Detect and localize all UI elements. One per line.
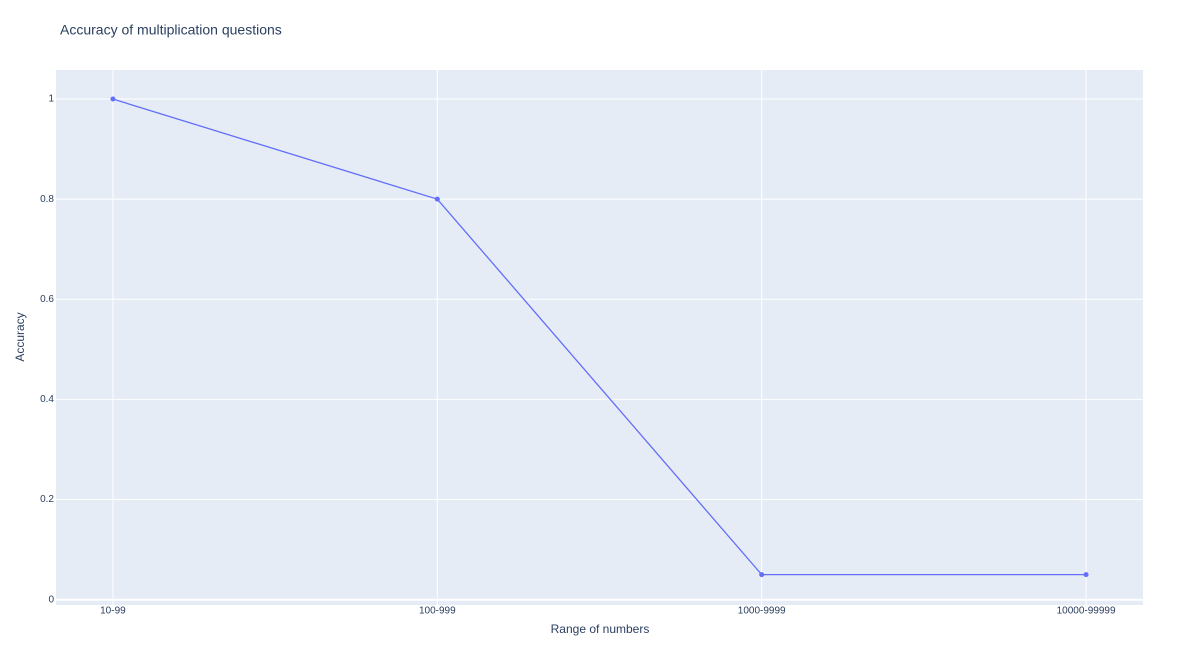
line <box>112 98 1087 576</box>
chart-title: Accuracy of multiplication questions <box>60 22 282 38</box>
y-tick-label: 0.8 <box>40 194 54 205</box>
y-tick-label: 1 <box>48 94 54 105</box>
plot-background <box>56 70 1143 605</box>
point <box>759 572 765 578</box>
y-tick-label: 0.2 <box>40 494 54 505</box>
y-tick-label: 0 <box>48 594 54 605</box>
y-tick-label: 0.6 <box>40 294 54 305</box>
x-tick-label: 10-99 <box>100 606 126 617</box>
x-axis-title: Range of numbers <box>551 622 650 636</box>
point <box>1083 572 1089 578</box>
marks <box>110 96 1089 578</box>
y-tick-label: 0.4 <box>40 394 54 405</box>
point <box>110 96 116 102</box>
grid <box>56 70 1143 605</box>
x-tick-label: 1000-9999 <box>738 606 786 617</box>
x-tick-label: 10000-99999 <box>1057 606 1116 617</box>
point <box>434 196 440 202</box>
x-tick-label: 100-999 <box>419 606 456 617</box>
y-axis-title: Accuracy <box>13 312 27 361</box>
